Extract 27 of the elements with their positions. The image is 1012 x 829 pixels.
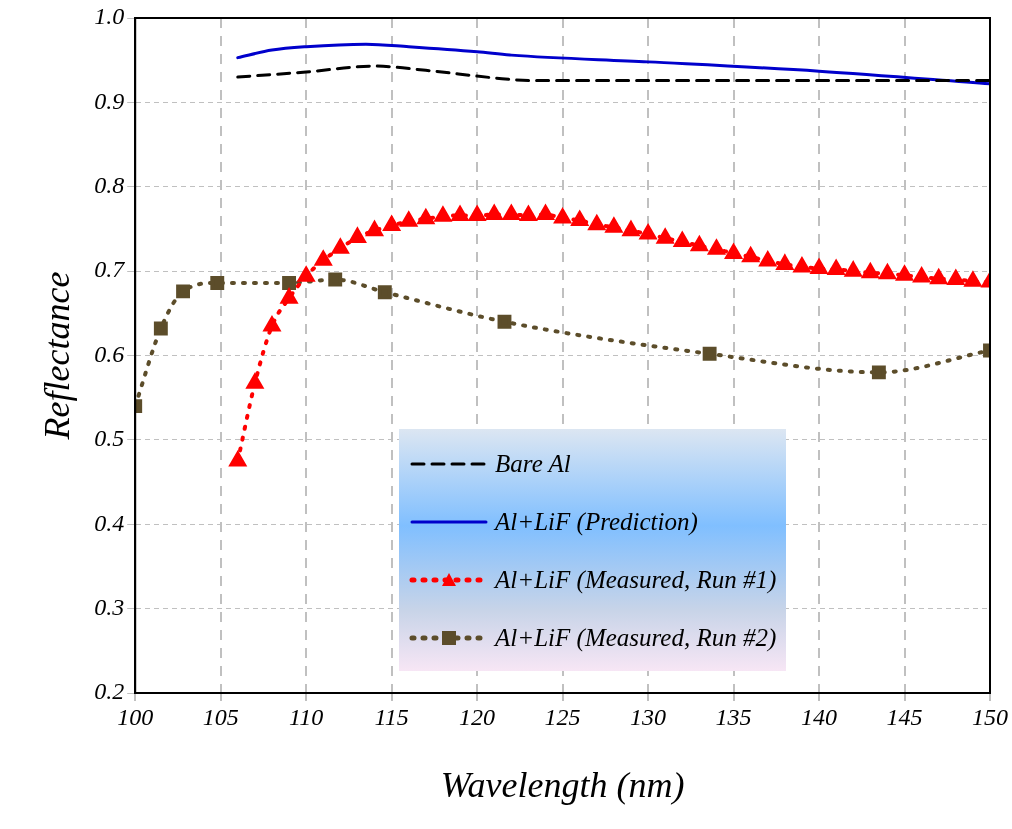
- y-axis-title: Reflectance: [37, 271, 78, 441]
- y-tick-label: 0.3: [94, 593, 125, 620]
- y-tick-label: 0.5: [94, 425, 125, 452]
- line-series: [236, 42, 990, 86]
- x-tick-label: 150: [972, 703, 1008, 730]
- legend-label: Al+LiF (Prediction): [495, 508, 698, 536]
- legend-label: Al+LiF (Measured, Run #1): [495, 566, 777, 594]
- x-tick-label: 130: [630, 703, 667, 730]
- x-axis-title: Wavelength (nm): [440, 764, 685, 805]
- x-tick-label: 105: [202, 703, 239, 730]
- y-tick-label: 0.9: [94, 87, 125, 114]
- x-tick-label: 110: [289, 703, 324, 730]
- y-tick-label: 0.7: [94, 256, 126, 283]
- y-tick-label: 0.6: [94, 340, 125, 367]
- legend-label: Al+LiF (Measured, Run #2): [495, 624, 777, 652]
- x-tick-label: 120: [459, 703, 496, 730]
- x-tick-label: 140: [801, 703, 838, 730]
- y-tick-label: 0.4: [94, 509, 125, 536]
- x-tick-label: 125: [544, 703, 581, 730]
- x-tick-label: 115: [374, 703, 409, 730]
- y-tick-label: 1.0: [94, 3, 125, 30]
- x-tick-label: 100: [117, 703, 154, 730]
- y-tick-label: 0.8: [94, 172, 125, 199]
- legend-label: Bare Al: [495, 450, 571, 478]
- x-tick-label: 135: [715, 703, 752, 730]
- x-tick-label: 145: [886, 703, 923, 730]
- y-tick-label: 0.2: [94, 678, 125, 705]
